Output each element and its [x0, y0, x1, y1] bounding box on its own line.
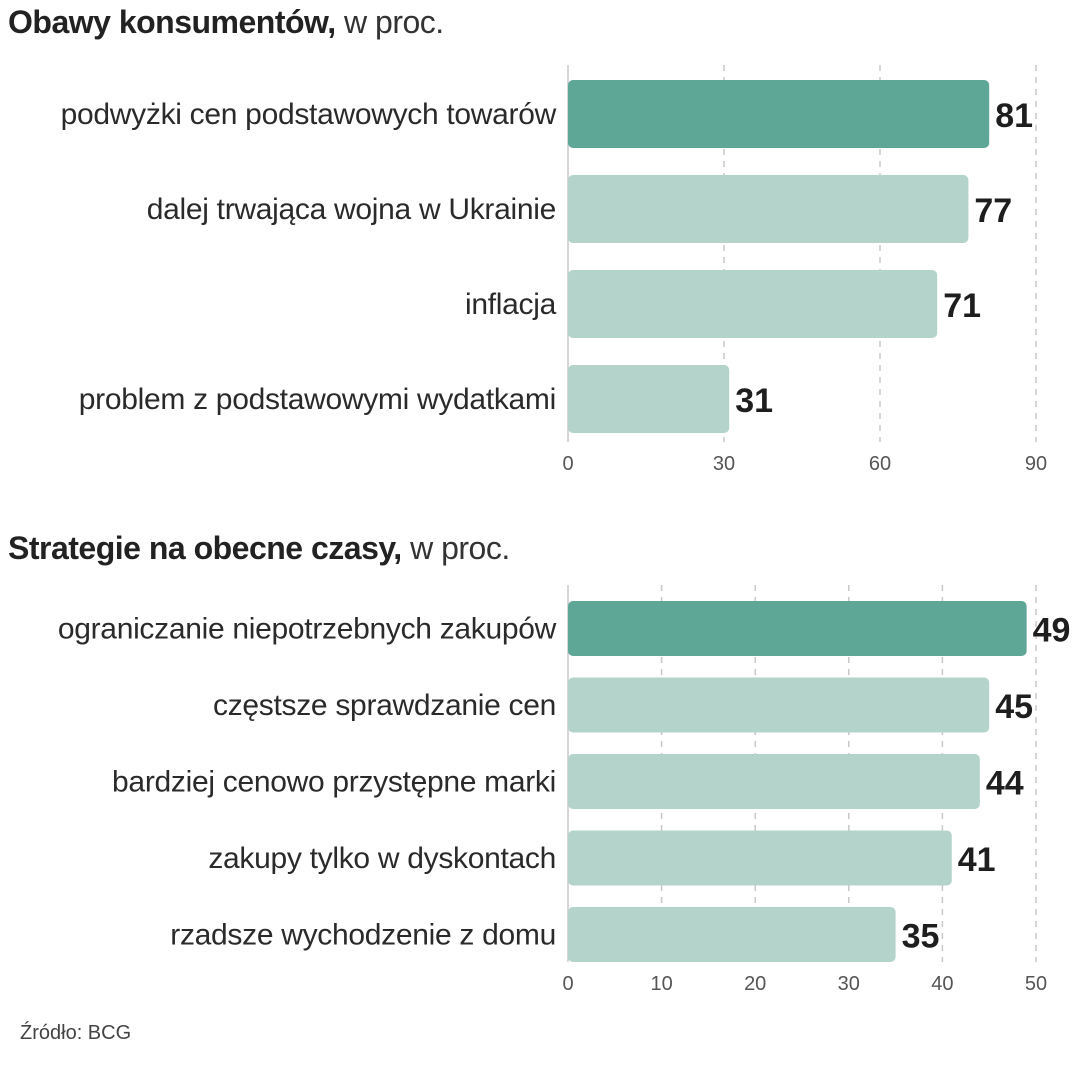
chart1-title: Obawy konsumentów, w proc.	[8, 2, 444, 42]
chart1-value-label-2: 71	[943, 287, 981, 325]
chart2-category-label-1: częstsze sprawdzanie cen	[213, 689, 556, 722]
chart1-tick-label-0: 0	[562, 453, 573, 475]
chart2-value-label-0: 49	[1033, 612, 1071, 650]
chart1-tick-label-3: 90	[1025, 453, 1047, 475]
chart1-category-label-3: problem z podstawowymi wydatkami	[79, 383, 556, 416]
chart2-tick-label-1: 10	[650, 973, 672, 995]
chart2-tick-label-3: 30	[838, 973, 860, 995]
source-note: Źródło: BCG	[20, 1022, 132, 1044]
chart2-tick-label-0: 0	[562, 973, 573, 995]
chart1-category-label-1: dalej trwająca wojna w Ukrainie	[147, 193, 556, 226]
chart1-bar-3	[568, 365, 730, 433]
chart1-title-main: Obawy konsumentów,	[8, 4, 336, 40]
chart2-bar-4	[568, 907, 896, 962]
chart1-value-label-0: 81	[995, 97, 1033, 135]
chart1-tick-label-2: 60	[869, 453, 891, 475]
chart1-value-label-3: 31	[735, 382, 773, 420]
chart2-bar-0	[568, 601, 1027, 656]
chart2-bar-2	[568, 754, 980, 809]
chart2-tick-label-2: 20	[744, 973, 766, 995]
chart2-plot: ograniczanie niepotrzebnych zakupów 49 czę…	[58, 585, 1071, 995]
chart2-category-label-3: zakupy tylko w dyskontach	[208, 842, 556, 875]
chart2-value-label-2: 44	[986, 765, 1024, 803]
chart1-category-label-0: podwyżki cen podstawowych towarów	[61, 98, 557, 131]
chart1-bar-1	[568, 175, 969, 243]
chart1-plot: podwyżki cen podstawowych towarów 81 dalej…	[61, 65, 1047, 475]
chart1-title-unit: w proc.	[344, 4, 444, 40]
chart2-value-label-3: 41	[958, 841, 996, 879]
chart1-bar-0	[568, 80, 990, 148]
chart2-value-label-1: 45	[995, 688, 1033, 726]
chart2-tick-label-5: 50	[1025, 973, 1047, 995]
chart2-value-label-4: 35	[902, 918, 940, 956]
chart2-title-unit: w proc.	[410, 530, 510, 566]
chart2-category-label-2: bardziej cenowo przystępne marki	[112, 766, 556, 799]
chart2-title: Strategie na obecne czasy, w proc.	[8, 528, 510, 568]
chart1-value-label-1: 77	[974, 192, 1012, 230]
chart2-tick-label-4: 40	[931, 973, 953, 995]
chart2-title-main: Strategie na obecne czasy,	[8, 530, 402, 566]
chart1-category-label-2: inflacja	[465, 288, 557, 321]
chart2-category-label-0: ograniczanie niepotrzebnych zakupów	[58, 613, 557, 646]
chart2-bar-3	[568, 830, 952, 886]
chart1-tick-label-1: 30	[713, 453, 735, 475]
chart2-bar-1	[568, 677, 990, 733]
chart2-category-label-4: rzadsze wychodzenie z domu	[170, 919, 556, 952]
chart1-bar-2	[568, 270, 938, 338]
